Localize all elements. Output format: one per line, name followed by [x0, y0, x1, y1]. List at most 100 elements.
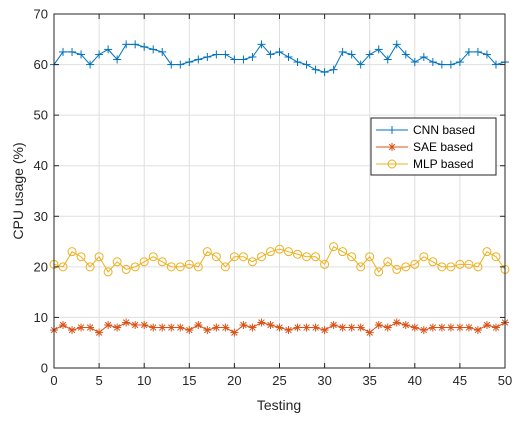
- data-point-mlp-based: [139, 257, 149, 267]
- data-point-sae-based: [392, 318, 401, 327]
- data-point-mlp-based: [130, 262, 140, 272]
- data-point-sae-based: [302, 323, 311, 332]
- data-point-cnn-based: [221, 50, 230, 59]
- y-tick-label: 60: [34, 57, 48, 72]
- ast-d2: [465, 324, 473, 331]
- circle-mark: [428, 257, 438, 267]
- data-point-mlp-based: [103, 267, 113, 277]
- series-mlp-based: [49, 242, 510, 277]
- data-point-cnn-based: [86, 60, 95, 69]
- circle-mark: [265, 247, 275, 257]
- circle-mark: [256, 252, 266, 262]
- circle-mark: [491, 252, 501, 262]
- data-point-cnn-based: [428, 58, 437, 67]
- ast-d2: [131, 321, 139, 329]
- series-line-mlp-based: [53, 245, 506, 273]
- series-cnn-based: [50, 40, 509, 77]
- ast-d2: [312, 324, 319, 331]
- x-tick-label: 20: [227, 373, 241, 388]
- circle-mark: [284, 247, 294, 257]
- data-point-cnn-based: [59, 47, 68, 56]
- ast-d2: [186, 326, 193, 334]
- data-point-sae-based: [122, 318, 131, 327]
- data-point-cnn-based: [365, 50, 374, 59]
- data-point-sae-based: [419, 326, 428, 335]
- data-point-mlp-based: [446, 262, 456, 272]
- circle-mark: [419, 252, 429, 262]
- data-point-sae-based: [374, 321, 383, 330]
- ast-d2: [249, 324, 256, 331]
- legend-label: MLP based: [413, 157, 474, 171]
- data-point-sae-based: [158, 323, 167, 332]
- data-point-cnn-based: [68, 47, 77, 56]
- data-point-cnn-based: [176, 60, 185, 69]
- ast-d2: [68, 326, 76, 334]
- circle-mark: [184, 259, 194, 269]
- ast-d2: [231, 329, 238, 336]
- data-point-mlp-based: [302, 252, 312, 262]
- ast-d2: [104, 321, 112, 329]
- y-tick-label: 20: [34, 259, 48, 274]
- ast-d2: [213, 324, 220, 331]
- circle-mark: [338, 247, 348, 257]
- data-point-mlp-based: [473, 262, 483, 272]
- data-point-sae-based: [212, 323, 221, 332]
- data-point-mlp-based: [121, 264, 131, 274]
- data-point-sae-based: [140, 321, 149, 330]
- ast-d2: [393, 319, 400, 326]
- circle-mark: [387, 159, 397, 169]
- data-point-mlp-based: [374, 267, 384, 277]
- data-point-mlp-based: [275, 244, 284, 254]
- data-point-cnn-based: [77, 50, 86, 59]
- ast-d2: [222, 324, 229, 331]
- data-point-mlp-based: [85, 262, 95, 272]
- data-point-cnn-based: [284, 52, 293, 61]
- circle-mark: [374, 267, 384, 277]
- data-point-mlp-based: [482, 247, 492, 257]
- ast-d2: [168, 324, 175, 331]
- ast-d2: [276, 324, 283, 331]
- data-point-mlp-based: [265, 247, 275, 257]
- data-point-mlp-based: [148, 252, 158, 262]
- data-point-sae-based: [131, 321, 140, 330]
- ast-d2: [388, 143, 396, 151]
- ast-d2: [77, 324, 85, 331]
- data-point-mlp-based: [320, 259, 330, 269]
- data-point-sae-based: [185, 326, 194, 335]
- circle-mark: [58, 262, 68, 272]
- data-point-cnn-based: [419, 52, 428, 61]
- ast-d2: [384, 324, 391, 331]
- circle-mark: [211, 252, 221, 262]
- circle-mark: [383, 257, 393, 267]
- data-point-mlp-based: [256, 252, 266, 262]
- data-point-cnn-based: [293, 58, 302, 67]
- data-point-sae-based: [203, 326, 212, 335]
- circle-mark: [112, 257, 122, 267]
- ast-d2: [438, 324, 446, 331]
- data-point-cnn-based: [158, 47, 167, 56]
- data-point-sae-based: [221, 323, 230, 332]
- data-point-mlp-based: [410, 259, 420, 269]
- ast-d2: [267, 321, 274, 329]
- ast-d2: [95, 329, 103, 336]
- data-point-sae-based: [473, 326, 482, 335]
- circle-mark: [175, 262, 185, 272]
- ast-d2: [159, 324, 166, 331]
- circle-mark: [473, 262, 483, 272]
- y-axis-title: CPU usage (%): [10, 142, 26, 239]
- x-tick-label: 25: [272, 373, 286, 388]
- data-point-sae-based: [329, 321, 338, 330]
- y-tick-label: 70: [34, 7, 48, 22]
- ast-d2: [447, 324, 455, 331]
- data-point-sae-based: [59, 321, 68, 330]
- circle-mark: [94, 252, 104, 262]
- series-layer: [49, 40, 510, 337]
- data-point-sae-based: [347, 323, 356, 332]
- data-point-cnn-based: [455, 58, 464, 67]
- circle-mark: [76, 252, 86, 262]
- x-tick-label: 0: [50, 373, 57, 388]
- circle-mark: [139, 257, 149, 267]
- circle-mark: [247, 257, 257, 267]
- data-point-sae-based: [482, 321, 491, 330]
